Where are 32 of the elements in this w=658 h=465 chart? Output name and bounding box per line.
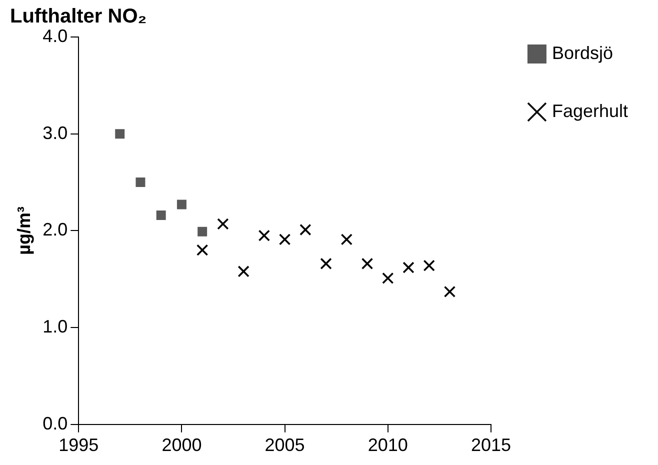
point — [176, 200, 186, 210]
point — [156, 210, 166, 220]
point — [382, 272, 394, 284]
y-tick-label: 0.0 — [42, 413, 68, 434]
x-tick-label: 2000 — [162, 435, 202, 456]
point — [258, 230, 270, 242]
legend-label: Fagerhult — [552, 100, 628, 121]
y-tick-label: 1.0 — [42, 316, 68, 337]
point — [444, 286, 456, 298]
point — [402, 262, 414, 274]
point — [423, 260, 435, 272]
point — [238, 266, 250, 278]
chart-title: Lufthalter NO₂ — [10, 6, 147, 28]
y-tick-label: 4.0 — [42, 26, 68, 46]
point — [300, 224, 312, 236]
y-tick-label: 3.0 — [42, 122, 68, 143]
point — [340, 234, 352, 246]
x-tick-label: 2010 — [368, 435, 408, 456]
point — [196, 244, 208, 256]
point — [320, 258, 332, 270]
point — [115, 129, 125, 139]
point — [278, 234, 291, 246]
point — [198, 226, 208, 236]
x-tick-label: 1995 — [58, 435, 99, 456]
x-tick-label: 2005 — [264, 435, 305, 456]
point — [361, 258, 374, 270]
point — [136, 178, 146, 188]
x-tick-label: 2015 — [470, 435, 511, 456]
y-axis-title: µg/m³ — [14, 206, 34, 255]
legend-label: Bordsjö — [552, 42, 613, 63]
y-tick-label: 2.0 — [42, 220, 68, 240]
point — [217, 218, 229, 230]
